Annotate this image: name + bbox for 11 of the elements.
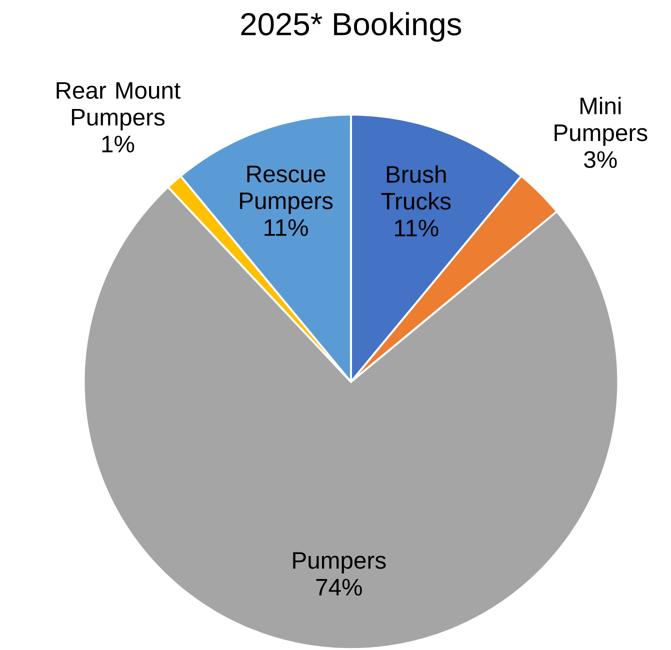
slice-label: Rescue Pumpers — [240, 166, 333, 214]
slice-label: Pumpers — [293, 552, 386, 574]
data-label: 11% — [264, 219, 308, 236]
data-label: 3% — [584, 151, 617, 168]
slice-label: Mini Pumpers — [554, 96, 648, 146]
slice-label: Rear Mount Pumpers — [56, 82, 180, 130]
data-label: 74% — [316, 578, 362, 596]
data-label: 1% — [102, 136, 134, 152]
slice-label: Brush Trucks — [381, 165, 451, 210]
chart-title: 2025* Bookings — [241, 12, 462, 42]
data-label: 11% — [394, 220, 438, 236]
